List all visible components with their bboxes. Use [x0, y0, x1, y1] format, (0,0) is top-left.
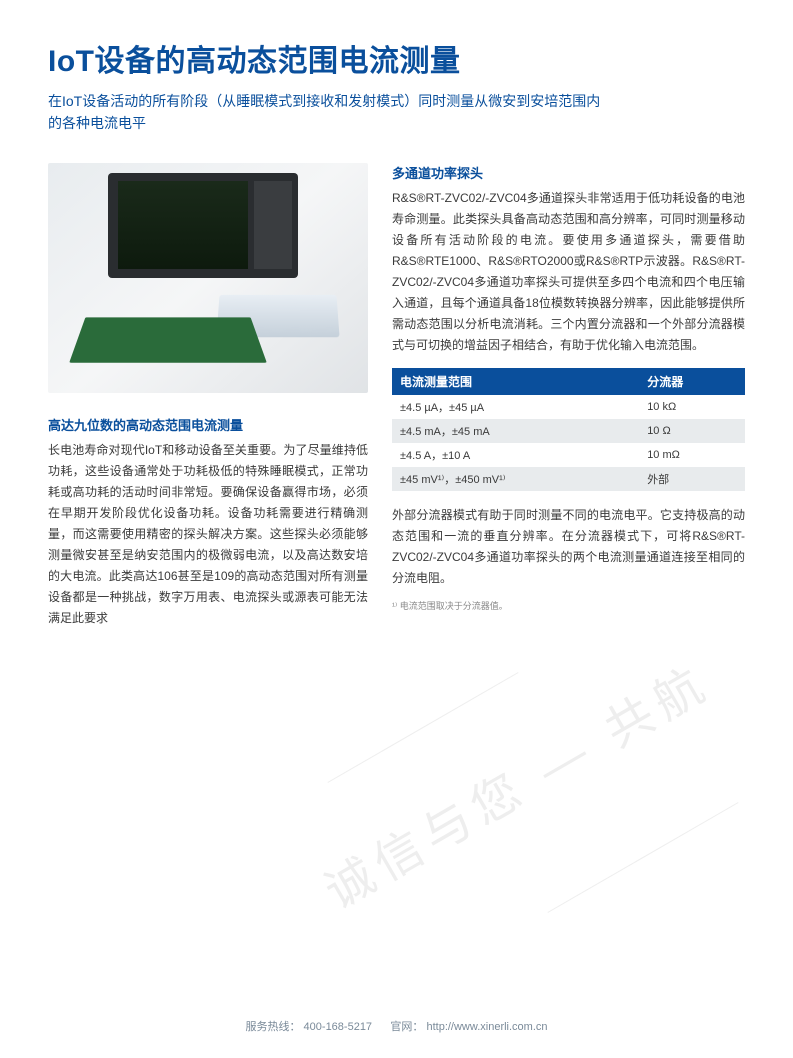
left-column: 高达九位数的高动态范围电流测量 长电池寿命对现代IoT和移动设备至关重要。为了尽…: [48, 163, 368, 629]
content-columns: 高达九位数的高动态范围电流测量 长电池寿命对现代IoT和移动设备至关重要。为了尽…: [48, 163, 745, 629]
table-cell: 10 mΩ: [639, 443, 745, 467]
table-header-range: 电流测量范围: [392, 368, 639, 395]
page-subtitle: 在IoT设备活动的所有阶段（从睡眠模式到接收和发射模式）同时测量从微安到安培范围…: [48, 90, 608, 135]
left-section-title: 高达九位数的高动态范围电流测量: [48, 415, 368, 434]
table-cell: ±4.5 A，±10 A: [392, 443, 639, 467]
right-column: 多通道功率探头 R&S®RT-ZVC02/-ZVC04多通道探头非常适用于低功耗…: [392, 163, 745, 629]
table-row: ±45 mV¹⁾，±450 mV¹⁾ 外部: [392, 467, 745, 491]
site-label: 官网：: [390, 1021, 423, 1033]
table-row: ±4.5 mA，±45 mA 10 Ω: [392, 419, 745, 443]
page-title: IoT设备的高动态范围电流测量: [48, 36, 745, 80]
table-cell: 外部: [639, 467, 745, 491]
right-body-1: R&S®RT-ZVC02/-ZVC04多通道探头非常适用于低功耗设备的电池寿命测…: [392, 188, 745, 356]
hotline-number: 400-168-5217: [304, 1021, 373, 1033]
watermark-line: [547, 802, 738, 913]
pcb-graphic: [69, 317, 267, 362]
table-cell: 10 kΩ: [639, 395, 745, 419]
watermark-line: [327, 672, 518, 783]
page-footer: 服务热线： 400-168-5217 官网： http://www.xinerl…: [0, 1018, 793, 1034]
spec-table: 电流测量范围 分流器 ±4.5 µA，±45 µA 10 kΩ ±4.5 mA，…: [392, 368, 745, 491]
left-body-text: 长电池寿命对现代IoT和移动设备至关重要。为了尽量维持低功耗，这些设备通常处于功…: [48, 440, 368, 629]
right-body-2: 外部分流器模式有助于同时测量不同的电流电平。它支持极高的动态范围和一流的垂直分辨…: [392, 505, 745, 589]
site-url: http://www.xinerli.com.cn: [426, 1021, 547, 1033]
table-cell: 10 Ω: [639, 419, 745, 443]
table-cell: ±4.5 mA，±45 mA: [392, 419, 639, 443]
hotline-label: 服务热线：: [245, 1021, 300, 1033]
table-row: ±4.5 µA，±45 µA 10 kΩ: [392, 395, 745, 419]
right-section-title: 多通道功率探头: [392, 163, 745, 182]
table-header-row: 电流测量范围 分流器: [392, 368, 745, 395]
footnote: ¹⁾ 电流范围取决于分流器值。: [392, 599, 745, 612]
table-header-shunt: 分流器: [639, 368, 745, 395]
oscilloscope-graphic: [108, 173, 298, 278]
watermark: 诚信与您 — 共航: [310, 644, 721, 922]
table-cell: ±4.5 µA，±45 µA: [392, 395, 639, 419]
table-row: ±4.5 A，±10 A 10 mΩ: [392, 443, 745, 467]
product-image: [48, 163, 368, 393]
table-cell: ±45 mV¹⁾，±450 mV¹⁾: [392, 467, 639, 491]
